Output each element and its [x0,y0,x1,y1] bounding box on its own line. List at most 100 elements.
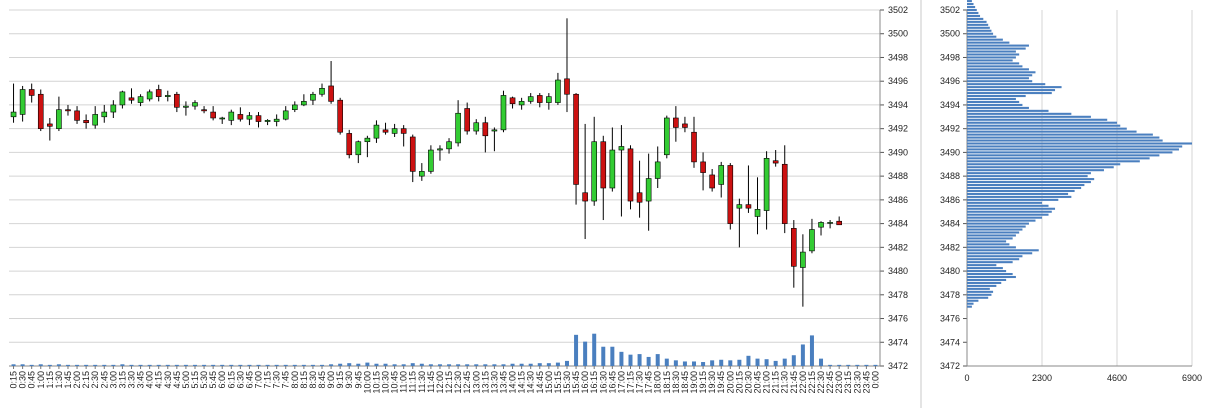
profile-bar [967,112,1072,115]
volume-bar [120,364,125,366]
profile-y-tick-label: 3494 [940,100,960,110]
volume-bar [202,364,207,366]
time-tick-label: 0:15 [9,371,19,389]
profile-bar [967,145,1183,148]
time-tick-label: 15:15 [553,371,563,394]
candle [536,93,543,108]
profile-bar [967,189,1075,193]
price-axis: 3472 3474 3476 3478 3480 3482 3484 3486 3488 3490… [9,5,908,371]
volume-bar [510,363,515,366]
profile-bar [967,172,1091,175]
volume-bar [183,364,188,366]
candle [645,153,652,231]
candle [663,115,670,159]
volume-bar [537,363,542,366]
profile-bar [967,109,1049,112]
time-tick-label: 5:30 [199,371,209,389]
candle-body [237,114,244,120]
candle [56,96,62,132]
profile-bar [967,80,1033,83]
candle [273,114,280,127]
volume-bar [501,364,506,366]
time-tick-label: 8:30 [308,371,318,389]
profile-y-tick-label: 3492 [940,124,960,134]
volume-bar [828,364,833,366]
profile-bar [967,41,1010,44]
candle-body [382,129,389,133]
profile-bar [967,44,1029,47]
time-tick-label: 3:30 [126,371,136,389]
profile-bar [967,296,989,299]
candle [800,234,806,307]
time-tick-label: 2:15 [81,371,91,389]
candle [836,216,842,226]
price-tick-label: 3500 [888,29,908,39]
volume-bar [347,363,352,366]
profile-bar [967,103,1023,106]
candle [509,96,516,109]
profile-bar [967,20,987,23]
candle [636,160,643,218]
candle-body [654,161,661,179]
candle [83,114,89,129]
profile-bar [967,240,1007,243]
candle [210,106,216,121]
price-tick-label: 3484 [888,219,908,229]
volume-bar [655,354,660,366]
volume-bar [846,364,851,366]
profile-bar [967,284,997,287]
volume-bar [283,364,288,366]
time-tick-label: 1:30 [54,371,64,389]
time-tick-label: 4:30 [163,371,173,389]
candle [282,106,289,121]
profile-bar [967,305,972,308]
volume-bars [11,333,878,366]
profile-bar [967,29,992,32]
time-tick-label: 18:45 [680,371,690,394]
volume-bar [664,358,669,366]
candle [772,150,779,167]
profile-bar [967,142,1192,145]
price-tick-label: 3474 [888,337,908,347]
candle-body [836,220,842,226]
candle [600,135,607,221]
time-tick-label: 10:15 [371,371,381,394]
time-tick-label: 18:00 [653,371,663,394]
candle-body [273,118,280,122]
candle-body [65,109,71,112]
volume-bar [764,359,769,366]
volume-bar [746,355,751,366]
time-tick-label: 2:30 [90,371,100,389]
volume-bar [528,363,533,366]
volume-bar [456,364,461,366]
time-tick-label: 23:30 [852,371,862,394]
candle-body [56,109,62,129]
candle-body [491,129,498,132]
candle-body [754,209,761,217]
time-tick-label: 4:15 [154,371,164,389]
time-tick-label: 3:45 [136,371,146,389]
time-tick-label: 11:00 [399,371,409,393]
time-tick-label: 4:45 [172,371,182,389]
volume-bar [356,363,361,366]
profile-bar [967,59,1013,62]
candle-body [509,97,516,105]
profile-bar [967,121,1117,124]
candle [65,104,71,116]
time-tick-label: 12:45 [462,371,472,394]
candle-body [74,110,80,121]
price-tick-label: 3486 [888,195,908,205]
volume-bar [392,364,397,366]
profile-x-tick-label: 0 [964,373,969,383]
volume-bar [265,364,270,366]
candle [464,102,470,135]
volume-bar [447,364,452,366]
candle [174,91,180,113]
candle [364,135,371,158]
volume-bar [47,364,52,366]
candle-body [636,192,643,203]
volume-bar [75,364,80,366]
profile-bar [967,299,979,302]
profile-bar [967,8,977,12]
